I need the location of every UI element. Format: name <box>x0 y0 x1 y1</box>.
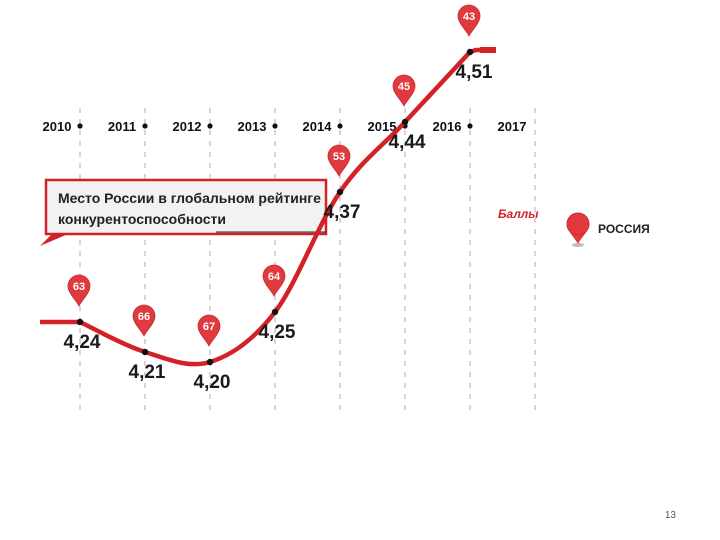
data-point-2015 <box>401 118 409 126</box>
year-label-2017: 2017 <box>498 119 527 134</box>
year-label-2015: 2015 <box>368 119 397 134</box>
rank-label-2011: 66 <box>138 311 150 323</box>
rank-label-2016: 43 <box>463 11 475 23</box>
year-dot-2011 <box>142 123 148 129</box>
legend: РОССИЯ <box>566 212 650 247</box>
rank-pin-2015: 45 <box>392 74 416 107</box>
rank-label-2014: 53 <box>333 151 345 163</box>
rank-pin-2010: 63 <box>67 274 91 307</box>
title-box <box>44 178 328 236</box>
rank-label-2012: 67 <box>203 321 215 333</box>
score-label-2013: 4,25 <box>259 322 296 343</box>
year-dot-2014 <box>337 123 343 129</box>
rank-pin-2016: 43 <box>457 4 481 37</box>
year-label-2010: 2010 <box>43 119 72 134</box>
title-box-tail <box>40 234 68 246</box>
rank-markers: 63 66 67 64 53 45 43 <box>67 4 481 366</box>
score-label-2014: 4,37 <box>324 202 361 223</box>
year-dot-2013 <box>272 123 278 129</box>
rank-label-2013: 64 <box>268 271 281 283</box>
year-label-2012: 2012 <box>173 119 202 134</box>
data-point-2010 <box>76 318 84 326</box>
year-label-2014: 2014 <box>303 119 333 134</box>
data-point-2013 <box>271 308 279 316</box>
chart-title-box: Место России в глобальном рейтинге конку… <box>40 178 328 246</box>
data-point-2016 <box>466 48 474 56</box>
score-label-2015: 4,44 <box>389 132 426 153</box>
rank-label-2015: 45 <box>398 81 410 93</box>
rank-pin-2014: 53 <box>327 144 351 177</box>
data-point-2014 <box>336 188 344 196</box>
legend-label: РОССИЯ <box>598 222 650 236</box>
rank-pin-2013: 64 <box>262 264 286 297</box>
rank-pin-2011: 66 <box>132 304 156 337</box>
score-label-2010: 4,24 <box>64 332 101 353</box>
score-line-tail <box>480 47 496 53</box>
page-number: 13 <box>664 510 676 521</box>
year-dot-2010 <box>77 123 83 129</box>
chart-title-line-2: конкурентоспособности <box>58 211 226 227</box>
chart-title-line-1: Место России в глобальном рейтинге <box>58 190 321 206</box>
data-point-2011 <box>141 348 149 356</box>
legend-pin-icon <box>566 212 590 247</box>
year-label-2011: 2011 <box>108 119 136 134</box>
score-label-2011: 4,21 <box>129 362 166 383</box>
score-label-2012: 4,20 <box>194 372 231 393</box>
score-label-2016: 4,51 <box>456 62 493 83</box>
data-point-2012 <box>206 358 214 366</box>
units-label: Баллы <box>498 207 539 221</box>
rank-label-2010: 63 <box>73 281 85 293</box>
year-dot-2016 <box>467 123 473 129</box>
year-label-2016: 2016 <box>433 119 462 134</box>
year-axis: 2010 2011 2012 2013 2014 2015 2016 2017 <box>43 119 527 134</box>
year-label-2013: 2013 <box>238 119 267 134</box>
year-dot-2012 <box>207 123 213 129</box>
rank-pin-2012: 67 <box>197 314 221 347</box>
score-labels: 4,24 4,21 4,20 4,25 4,37 4,44 4,51 <box>64 62 493 393</box>
